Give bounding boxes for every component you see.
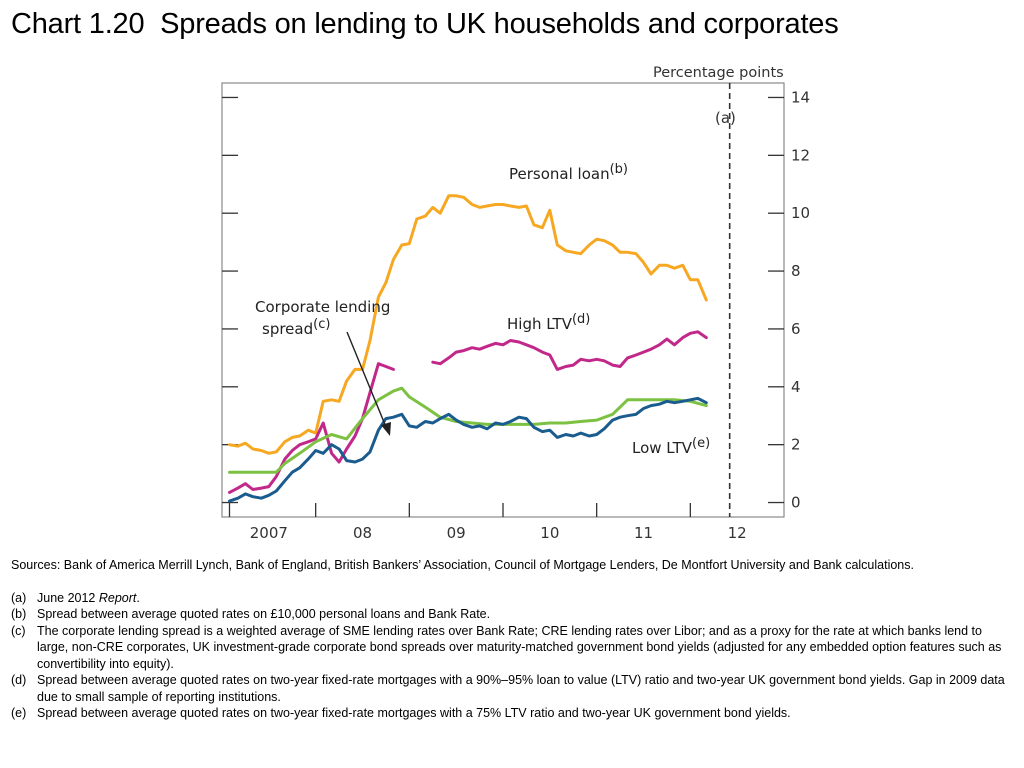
high-ltv-label: High LTV(d): [507, 312, 590, 333]
footnote-label: (c): [11, 623, 26, 638]
x-tick-label: 11: [634, 524, 653, 542]
footnote: (c) The corporate lending spread is a wei…: [11, 623, 1011, 673]
series-lines: [228, 194, 708, 503]
x-axis: 2007 08 09 10 11 12: [228, 503, 747, 542]
footnote-label: (d): [11, 673, 27, 687]
y-tick-label: 6: [791, 320, 801, 338]
x-tick-label: 08: [353, 524, 372, 542]
footnote-text: Spread between average quoted rates on t…: [37, 673, 1005, 704]
corporate-lending-arrowhead: [381, 422, 391, 436]
footnote-text: June 2012: [37, 590, 99, 605]
footnote: (a) June 2012 Report.: [11, 590, 1011, 607]
footnote-text: The corporate lending spread is a weight…: [37, 623, 1002, 671]
footnote-label: (a): [11, 590, 27, 605]
footnote-label: (e): [11, 706, 27, 720]
footnote: (e) Spread between average quoted rates o…: [11, 705, 1011, 722]
y-tick-label: 4: [791, 378, 801, 396]
footnote-label: (b): [11, 607, 27, 621]
report-date-label: (a): [715, 109, 736, 127]
x-tick-label: 09: [447, 524, 466, 542]
unit-label: Percentage points: [653, 65, 784, 81]
series-line-high-ltv-after-gap: [431, 330, 708, 371]
y-tick-label: 8: [791, 262, 801, 280]
series-line-low-ltv: [228, 396, 708, 503]
y-tick-label: 0: [791, 494, 801, 512]
x-tick-label: 2007: [250, 524, 288, 542]
series-line-high-ltv: [228, 362, 395, 494]
corporate-lending-label-line2: spread(c): [262, 317, 330, 338]
x-tick-label: 12: [728, 524, 747, 542]
footnote-tail: .: [136, 590, 140, 605]
y-tick-label: 14: [791, 88, 810, 106]
chart-title: Chart 1.20 Spreads on lending to UK hous…: [11, 8, 839, 40]
footnote-text: Spread between average quoted rates on t…: [37, 706, 791, 720]
personal-loan-label: Personal loan(b): [509, 162, 628, 183]
footnote: (b) Spread between average quoted rates o…: [11, 606, 1011, 623]
low-ltv-label: Low LTV(e): [632, 436, 710, 457]
corporate-lending-label-line1: Corporate lending: [255, 298, 390, 316]
series-line-personal-loan: [228, 194, 708, 455]
y-tick-label: 2: [791, 436, 801, 454]
sources-note: Sources: Bank of America Merrill Lynch, …: [11, 558, 914, 572]
footnote-italic: Report: [98, 590, 137, 605]
footnote-text: Spread between average quoted rates on £…: [37, 607, 491, 621]
corporate-lending-arrow: [346, 331, 387, 428]
footnote-list: (a) June 2012 Report. (b) Spread between av…: [11, 590, 1011, 722]
chart-notes: Sources: Bank of America Merrill Lynch, …: [11, 557, 1011, 722]
y-tick-label: 10: [791, 204, 810, 222]
series-line-corporate-lending-spread: [228, 386, 708, 474]
footnote: (d) Spread between average quoted rates o…: [11, 672, 1011, 705]
x-tick-label: 10: [540, 524, 559, 542]
chart-area: 2007 08 09 10 11 12 0 2 4 6 8 10 12 14 (a) Percentag…: [221, 65, 810, 542]
y-tick-label: 12: [791, 146, 810, 164]
